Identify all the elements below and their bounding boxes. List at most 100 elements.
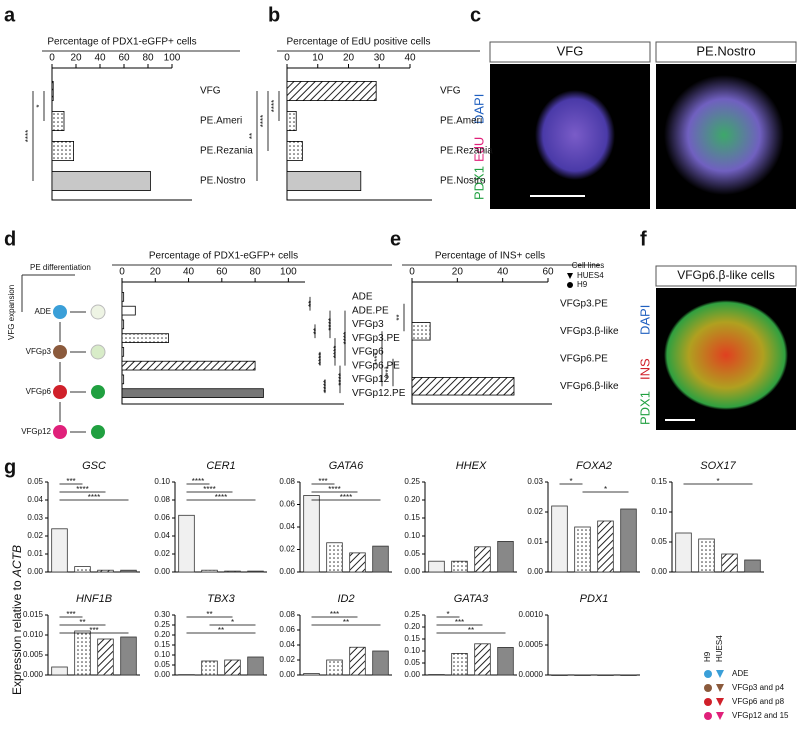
sig-label: ** (468, 626, 474, 635)
category-label: VFGp3.PE (560, 298, 608, 309)
category-label: PE.Nostro (440, 176, 486, 187)
y-tick-label: 0.00 (404, 567, 420, 576)
chart-title: GATA6 (329, 460, 364, 472)
bar (74, 566, 91, 573)
panel-letter: d (4, 228, 16, 250)
y-tick-label: 0.03 (27, 513, 43, 522)
y-tick-label: 0.06 (154, 513, 170, 522)
bar (286, 170, 362, 191)
y-tick-label: 0.10 (651, 507, 667, 516)
sig-label: ** (79, 618, 85, 627)
bar (349, 646, 366, 676)
x-tick-label: 40 (497, 267, 509, 278)
sig-label: *** (89, 626, 98, 635)
sig-label: * (716, 477, 719, 486)
sig-label: **** (76, 485, 88, 494)
x-tick-label: 60 (118, 53, 130, 64)
legend-label: VFGp12 and 15 (732, 711, 789, 720)
bar (51, 170, 151, 191)
sig-label: * (569, 477, 572, 486)
chart-title: PDX1 (580, 593, 609, 605)
y-tick-label: 0.08 (154, 495, 170, 504)
bar (51, 140, 75, 161)
sig-label: * (231, 618, 234, 627)
y-tick-label: 0.02 (27, 531, 43, 540)
category-label: PE.Ameri (200, 116, 242, 127)
legend-marker (716, 670, 724, 678)
sig-label: *** (330, 610, 339, 619)
sig-label: ** (307, 301, 316, 307)
stage-label: VFGp12 (21, 427, 51, 436)
sig-label: **** (328, 485, 340, 494)
y-tick-label: 0.04 (279, 640, 295, 649)
chart-title: TBX3 (207, 593, 235, 605)
bar (121, 305, 136, 316)
stage-dot (53, 385, 67, 399)
stain-label: DAPI (471, 94, 486, 124)
sig-label: * (35, 104, 44, 107)
category-label: VFG (440, 86, 461, 97)
bar (326, 542, 343, 573)
chart-title: Percentage of INS+ cells (435, 251, 545, 262)
sig-label: **** (24, 130, 33, 142)
bar (303, 673, 320, 676)
axis-label-gene: ACTB (10, 545, 24, 578)
bar (121, 388, 264, 398)
bar (428, 674, 445, 676)
bar (120, 636, 137, 676)
bar (744, 559, 761, 573)
bar (51, 666, 68, 676)
sig-label: **** (373, 353, 382, 365)
legend-label: VFGp3 and p4 (732, 683, 785, 692)
bar (497, 647, 514, 676)
chart-title: ID2 (337, 593, 354, 605)
y-tick-label: 0.010 (23, 630, 44, 639)
stage-dot (53, 305, 67, 319)
sig-label: *** (318, 477, 327, 486)
chart-title: SOX17 (700, 460, 736, 472)
y-tick-label: 0.000 (23, 670, 44, 679)
bar (451, 653, 468, 676)
chart-title: HNF1B (76, 593, 112, 605)
y-tick-label: 0.00 (279, 567, 295, 576)
x-tick-label: 60 (216, 267, 228, 278)
panel-letter: a (4, 4, 16, 26)
bar (698, 538, 715, 573)
sig-label: ** (248, 133, 257, 139)
legend-marker (704, 684, 712, 692)
y-tick-label: 0.00 (651, 567, 667, 576)
y-tick-label: 0.15 (404, 634, 420, 643)
sig-label: **** (88, 493, 100, 502)
y-tick-label: 0.10 (154, 477, 170, 486)
chart-title: FOXA2 (576, 460, 612, 472)
bar (178, 674, 195, 676)
sig-label: **** (259, 115, 268, 127)
stain-label: DAPI (637, 305, 652, 335)
x-tick-label: 100 (164, 53, 181, 64)
panel-c-images (489, 41, 797, 209)
stage-dot (90, 344, 106, 360)
y-tick-label: 0.00 (527, 567, 543, 576)
bar (121, 319, 125, 330)
chart-title: CER1 (206, 460, 235, 472)
category-label: ADE.PE (352, 305, 389, 316)
y-tick-label: 0.20 (404, 495, 420, 504)
y-tick-label: 0.02 (154, 549, 170, 558)
bar (574, 526, 591, 573)
x-tick-label: 0 (284, 53, 290, 64)
y-tick-label: 0.02 (279, 655, 295, 664)
y-tick-label: 0.0000 (519, 670, 544, 679)
schematic-label: VFG expansion (7, 285, 16, 340)
y-tick-label: 0.25 (154, 620, 170, 629)
organoid (664, 300, 788, 410)
sig-label: **** (317, 353, 326, 365)
y-tick-label: 0.01 (27, 549, 43, 558)
legend-label: H9 (577, 280, 588, 289)
panel-f-image (655, 265, 797, 430)
arrows (70, 311, 86, 433)
bar (451, 560, 468, 573)
bar (620, 508, 637, 573)
legend-label: HUES4 (577, 271, 604, 280)
bar (286, 111, 297, 132)
stage-label: VFGp6 (26, 387, 52, 396)
